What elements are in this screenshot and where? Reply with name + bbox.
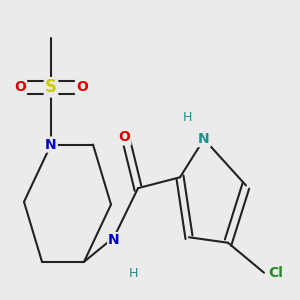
Text: H: H [129,267,138,280]
Text: O: O [76,80,88,94]
Text: N: N [108,233,120,247]
Text: H: H [183,111,192,124]
Text: S: S [45,78,57,96]
Text: N: N [45,137,57,152]
Text: O: O [118,130,130,145]
Text: N: N [198,132,210,146]
Text: Cl: Cl [268,266,284,280]
Text: O: O [14,80,26,94]
